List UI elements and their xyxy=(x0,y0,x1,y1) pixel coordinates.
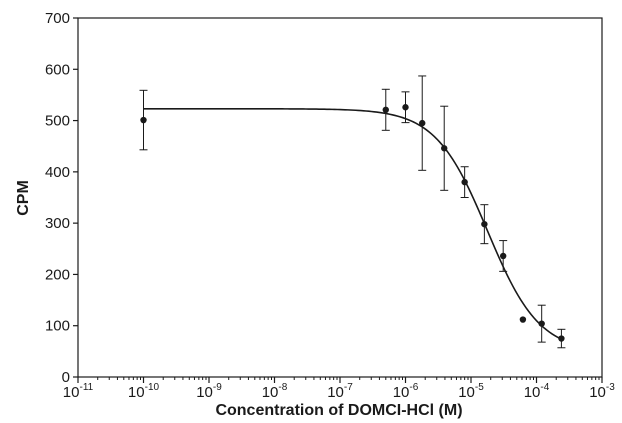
data-point xyxy=(461,178,468,186)
y-axis-title: CPM xyxy=(15,180,32,216)
plot-frame xyxy=(77,17,603,378)
data-point xyxy=(419,119,426,127)
y-tick-label: 0 xyxy=(62,369,70,386)
y-tick-label: 500 xyxy=(45,113,70,130)
y-tick-label: 400 xyxy=(45,164,70,181)
data-point xyxy=(538,320,545,327)
x-tick-label: 10-8 xyxy=(262,382,288,401)
y-tick-label: 600 xyxy=(45,61,70,78)
data-point xyxy=(481,220,488,228)
plot-area: 0 100 200 300 400 500 600 700 10-11 10-10 10-9 10-8… xyxy=(45,10,615,401)
fit-curve xyxy=(143,107,563,341)
x-tick-label: 10-11 xyxy=(63,382,94,401)
x-axis-title: Concentration of DOMCI-HCl (M) xyxy=(215,402,462,419)
data-point xyxy=(519,316,527,323)
y-tick-label: 700 xyxy=(45,10,70,27)
data-point xyxy=(140,116,147,124)
x-tick-label: 10-9 xyxy=(196,382,222,401)
y-tick-label: 200 xyxy=(45,266,70,283)
data-point xyxy=(441,145,448,152)
data-point xyxy=(382,106,389,114)
x-tick-label: 10-10 xyxy=(128,382,160,401)
x-tick-label: 10-5 xyxy=(458,382,484,401)
y-tick-label: 300 xyxy=(45,215,70,232)
data-point xyxy=(402,104,409,111)
data-point xyxy=(558,335,565,342)
x-tick-label: 10-3 xyxy=(589,382,615,401)
data-point xyxy=(499,252,507,260)
x-tick-label: 10-4 xyxy=(524,382,550,401)
x-tick-label: 10-7 xyxy=(327,382,353,401)
y-tick-label: 100 xyxy=(45,318,70,335)
x-tick-label: 10-6 xyxy=(393,382,419,401)
